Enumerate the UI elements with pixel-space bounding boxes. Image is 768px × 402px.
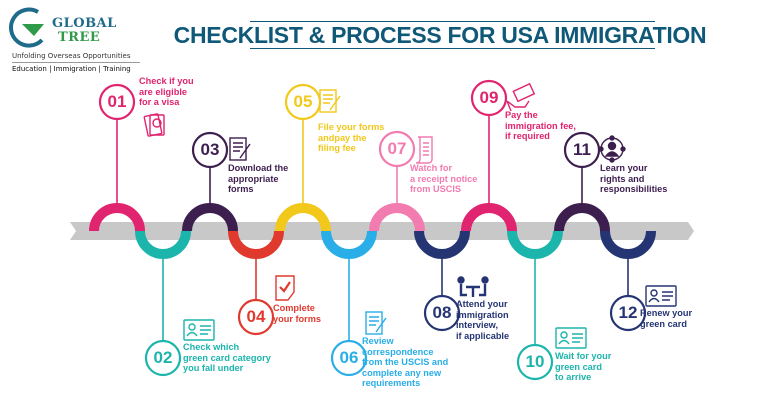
wave-arc-09	[461, 203, 517, 232]
page-title: CHECKLIST & PROCESS FOR USA IMMIGRATION	[173, 22, 707, 48]
document-edit-icon	[365, 311, 387, 335]
logo-brand-line2: TREE	[58, 30, 101, 45]
step-number-08: 08	[432, 303, 452, 322]
wave-arc-05	[275, 203, 331, 232]
interview-icon	[457, 276, 489, 297]
step-number-circle-08	[423, 294, 461, 332]
step-number-circle-04	[237, 298, 275, 336]
step-number-09: 09	[479, 88, 499, 107]
step-text-05: File your forms andpay the filing fee	[318, 122, 385, 154]
step-09	[461, 79, 517, 232]
logo-services: Education | Immigration | Training	[12, 65, 131, 73]
step-number-circle-01	[98, 83, 136, 121]
timeline-arrow-band	[70, 222, 694, 240]
step-number-05: 05	[293, 92, 313, 111]
id-card-icon	[555, 327, 587, 349]
money-hand-icon	[506, 82, 536, 112]
step-10	[507, 230, 563, 381]
id-card-icon	[183, 319, 215, 341]
title-rule-bottom	[250, 48, 655, 49]
step-12	[600, 230, 656, 332]
step-01	[89, 83, 145, 232]
wave-arc-12	[600, 230, 656, 259]
step-text-07: Watch for a receipt notice from USCIS	[410, 163, 478, 195]
step-text-04: Complete your forms	[273, 303, 321, 324]
wave-arc-06	[321, 230, 377, 259]
global-tree-logo: GLOBAL TREE Unfolding Overseas Opportuni…	[8, 6, 148, 73]
document-edit-icon	[319, 89, 341, 113]
step-number-02: 02	[153, 348, 173, 367]
step-number-circle-09	[470, 79, 508, 117]
wave-arc-01	[89, 203, 145, 232]
wave-arc-10	[507, 230, 563, 259]
step-text-11: Learn your rights and responsibilities	[600, 163, 668, 195]
passport-icon	[143, 113, 165, 137]
logo-tagline: Unfolding Overseas Opportunities	[12, 52, 131, 60]
step-08	[414, 230, 470, 332]
step-text-10: Wait for your green card to arrive	[555, 351, 612, 383]
wave-arc-07	[369, 203, 425, 232]
step-number-03: 03	[200, 140, 220, 159]
step-text-09: Pay the immigration fee, if required	[505, 110, 576, 142]
logo-mark-icon	[8, 7, 44, 48]
wave-arc-08	[414, 230, 470, 259]
step-number-circle-07	[378, 130, 416, 168]
step-07	[369, 130, 425, 232]
step-02	[135, 230, 191, 377]
step-text-12: Renew your green card	[640, 308, 693, 329]
step-number-circle-12	[609, 294, 647, 332]
checked-document-icon	[275, 275, 295, 301]
step-text-01: Check if you are eligible for a visa	[139, 76, 194, 108]
step-number-01: 01	[107, 92, 127, 111]
step-number-11: 11	[573, 140, 591, 159]
step-number-10: 10	[525, 352, 545, 371]
step-number-06: 06	[339, 348, 359, 367]
wave-arc-11	[554, 203, 610, 232]
step-03	[182, 131, 238, 232]
id-card-icon	[645, 285, 677, 307]
person-network-icon	[598, 135, 626, 163]
step-text-06: Review correspondence from the USCIS and…	[362, 336, 449, 389]
step-11	[554, 131, 610, 232]
step-number-circle-02	[144, 339, 182, 377]
step-number-12: 12	[618, 303, 638, 322]
step-number-circle-03	[191, 131, 229, 169]
document-edit-icon	[229, 137, 251, 161]
receipt-scroll-icon	[415, 136, 433, 164]
title-rule-top	[250, 21, 655, 22]
step-05	[275, 83, 331, 232]
step-04	[228, 230, 284, 336]
step-06	[321, 230, 377, 377]
step-number-circle-06	[330, 339, 368, 377]
step-number-circle-10	[516, 343, 554, 381]
logo-brand-line1: GLOBAL	[52, 16, 117, 31]
step-text-02: Check which green card category you fall…	[183, 342, 271, 374]
step-text-03: Download the appropriate forms	[228, 163, 289, 195]
wave-arc-03	[182, 203, 238, 232]
step-text-08: Attend your immigration interview, if ap…	[456, 299, 510, 341]
wave-arc-04	[228, 230, 284, 259]
step-number-04: 04	[246, 307, 266, 326]
step-number-07: 07	[387, 139, 407, 158]
wave-arc-02	[135, 230, 191, 259]
